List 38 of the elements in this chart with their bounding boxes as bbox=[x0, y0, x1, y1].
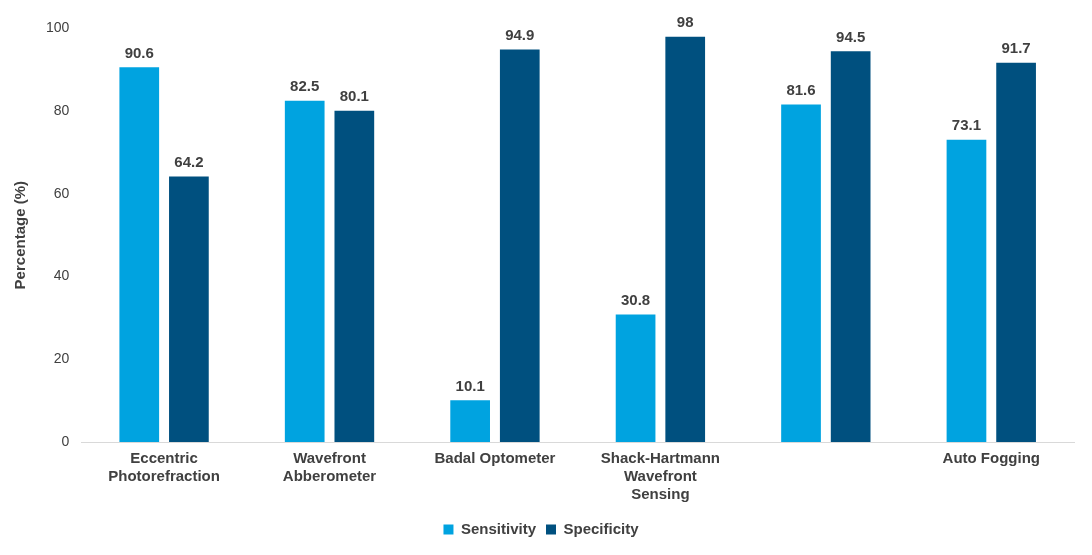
bar bbox=[830, 51, 871, 442]
bar bbox=[284, 100, 325, 442]
legend-label: Sensitivity bbox=[460, 519, 537, 537]
y-tick-label: 20 bbox=[53, 350, 70, 367]
data-label: 90.6 bbox=[124, 43, 154, 61]
data-label: 82.5 bbox=[290, 77, 320, 95]
bar bbox=[499, 49, 540, 442]
data-label: 64.2 bbox=[174, 153, 204, 171]
x-tick-label: Eccentric Photorefraction bbox=[108, 449, 220, 485]
bar bbox=[450, 400, 490, 442]
bar bbox=[615, 314, 656, 442]
bar bbox=[665, 36, 706, 442]
bar bbox=[781, 104, 821, 442]
data-label: 30.8 bbox=[620, 291, 651, 309]
y-tick-label: 0 bbox=[61, 432, 70, 449]
data-label: 80.1 bbox=[339, 87, 369, 105]
bar bbox=[946, 139, 987, 442]
bar bbox=[169, 176, 209, 442]
data-label: 73.1 bbox=[951, 116, 982, 134]
data-label: 94.9 bbox=[505, 26, 535, 44]
legend-label: Specificity bbox=[563, 519, 640, 537]
x-tick-label: Badal Optometer bbox=[434, 449, 556, 467]
data-label: 10.1 bbox=[455, 376, 485, 394]
bar bbox=[996, 62, 1036, 442]
y-tick-label: 100 bbox=[46, 19, 70, 36]
bar bbox=[334, 110, 375, 442]
x-tick-label: Shack-Hartmann Wavefront Sensing bbox=[600, 449, 720, 503]
y-tick-label: 40 bbox=[53, 267, 70, 284]
data-label: 98 bbox=[676, 13, 694, 31]
data-label: 94.5 bbox=[836, 27, 866, 45]
data-label: 81.6 bbox=[786, 81, 816, 99]
bar bbox=[119, 67, 160, 442]
x-tick-label: Auto Fogging bbox=[942, 449, 1041, 467]
y-tick-label: 60 bbox=[53, 184, 70, 201]
y-tick-label: 80 bbox=[53, 101, 70, 118]
data-label: 91.7 bbox=[1001, 39, 1031, 57]
x-tick-label: Wavefront Abberometer bbox=[282, 449, 377, 485]
y-axis-title: Percentage (%) bbox=[11, 181, 29, 290]
